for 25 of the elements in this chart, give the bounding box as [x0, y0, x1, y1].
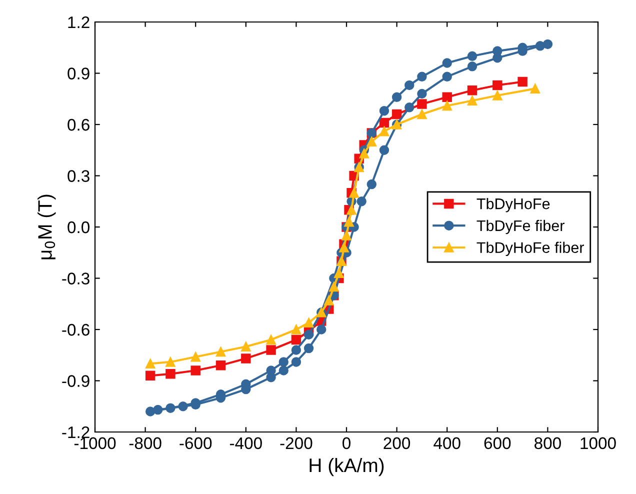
y-tick-label: -0.6 [62, 324, 90, 336]
x-tick-label: 800 [534, 437, 561, 450]
x-tick-label: -400 [230, 437, 262, 450]
y-tick-label: -1.2 [62, 426, 90, 438]
x-axis-title: H (kA/m) [310, 458, 384, 476]
legend-label: TbDyFe fiber [476, 220, 564, 234]
y-axis-title: μ$_{0}$M (T) [38, 194, 56, 260]
x-tick-label: -600 [180, 437, 212, 450]
x-tick-label: 200 [384, 437, 410, 450]
x-tick-label: -200 [280, 437, 312, 450]
x-tick-label: -1000 [74, 437, 116, 450]
x-tick-label: 0 [342, 437, 350, 450]
legend-label: TbDyHoFe [476, 198, 550, 212]
y-tick-label: -0.3 [62, 272, 90, 284]
y-tick-label: 0.3 [68, 170, 90, 182]
x-tick-label: -800 [129, 437, 162, 450]
x-tick-label: 400 [434, 437, 460, 450]
legend-label: TbDyHoFe fiber [476, 242, 584, 256]
y-tick-label: 0.6 [68, 118, 90, 131]
y-tick-label: 0.0 [68, 221, 90, 234]
y-tick-label: 0.9 [68, 68, 90, 80]
y-tick-label: 1.2 [68, 16, 90, 28]
x-tick-label: 600 [484, 437, 511, 450]
x-tick-label: 1000 [580, 437, 616, 450]
y-tick-label: -0.9 [62, 375, 90, 387]
